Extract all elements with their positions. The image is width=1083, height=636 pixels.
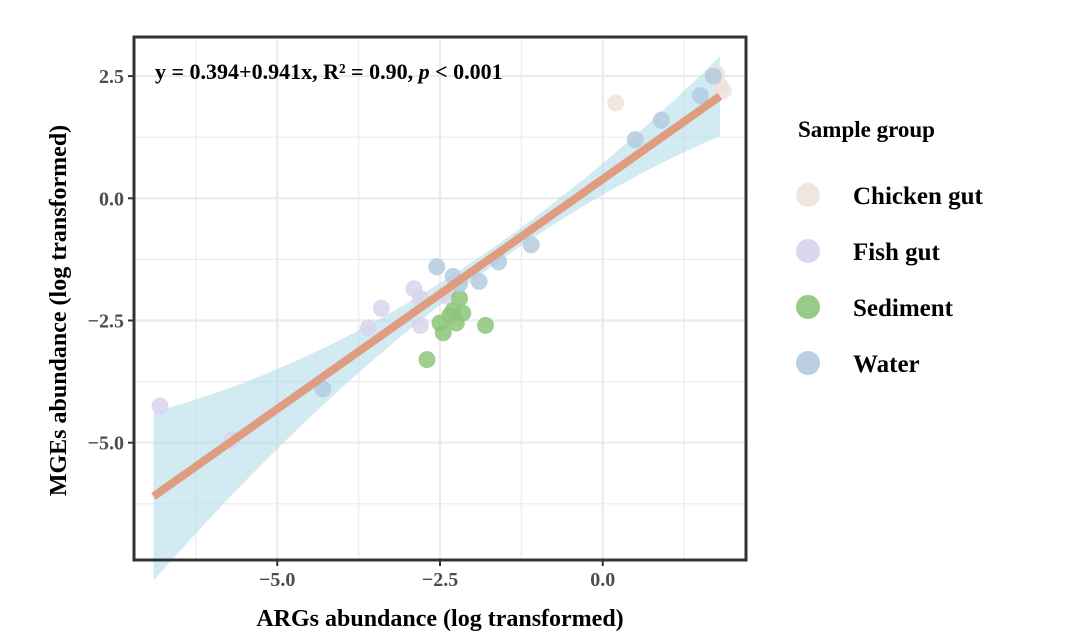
- legend-items: Chicken gut Fish gut Sediment Water: [796, 183, 984, 378]
- equation-suffix: < 0.001: [430, 59, 503, 84]
- x-tick-label: −2.5: [422, 569, 458, 591]
- legend-swatch: [796, 351, 820, 375]
- point-sediment: [451, 290, 469, 307]
- legend-label: Fish gut: [853, 239, 941, 266]
- y-tick-label: −2.5: [88, 310, 124, 332]
- point-fish-gut: [359, 319, 377, 337]
- legend-swatch: [796, 183, 820, 207]
- legend-label: Chicken gut: [853, 183, 984, 210]
- point-water: [428, 258, 446, 276]
- x-tick-label: −5.0: [259, 569, 295, 591]
- ticks-layer: −5.0 −2.5 0.0 2.5 0.0 −2.5 −5.0: [88, 66, 616, 591]
- point-water: [522, 236, 540, 254]
- point-sediment: [454, 304, 472, 322]
- confidence-band: [153, 56, 720, 581]
- legend-label: Water: [853, 351, 920, 378]
- equation-p-symbol: p: [417, 59, 430, 84]
- point-fish-gut: [151, 397, 169, 415]
- legend-swatch: [796, 239, 820, 263]
- regression-equation: y = 0.394+0.941x, R² = 0.90, p < 0.001: [155, 59, 503, 84]
- point-water: [626, 131, 644, 149]
- y-tick-label: 0.0: [99, 188, 124, 210]
- fit-line: [151, 92, 723, 500]
- legend-swatch: [796, 295, 820, 319]
- point-water: [704, 67, 722, 85]
- point-sediment: [477, 316, 495, 334]
- point-water: [691, 87, 709, 105]
- y-tick-label: 2.5: [99, 66, 124, 88]
- y-axis-title: MGEs abundance (log transformed): [46, 125, 72, 496]
- point-fish-gut: [411, 316, 429, 334]
- legend: Sample group Chicken gut Fish gut Sediment…: [796, 117, 984, 378]
- x-tick-label: 0.0: [590, 569, 615, 591]
- legend-title: Sample group: [798, 117, 935, 142]
- confidence-band-layer: [153, 56, 720, 581]
- point-sediment: [418, 351, 436, 369]
- point-chicken-gut: [607, 94, 625, 112]
- point-sediment: [434, 324, 452, 342]
- point-fish-gut: [372, 299, 390, 317]
- x-axis-title: ARGs abundance (log transformed): [256, 606, 623, 632]
- fit-line-layer: [151, 92, 723, 500]
- point-water: [652, 111, 670, 129]
- legend-label: Sediment: [853, 295, 954, 322]
- equation-prefix: y = 0.394+0.941x, R² = 0.90,: [155, 59, 419, 84]
- y-tick-label: −5.0: [88, 433, 124, 455]
- point-water: [470, 272, 488, 290]
